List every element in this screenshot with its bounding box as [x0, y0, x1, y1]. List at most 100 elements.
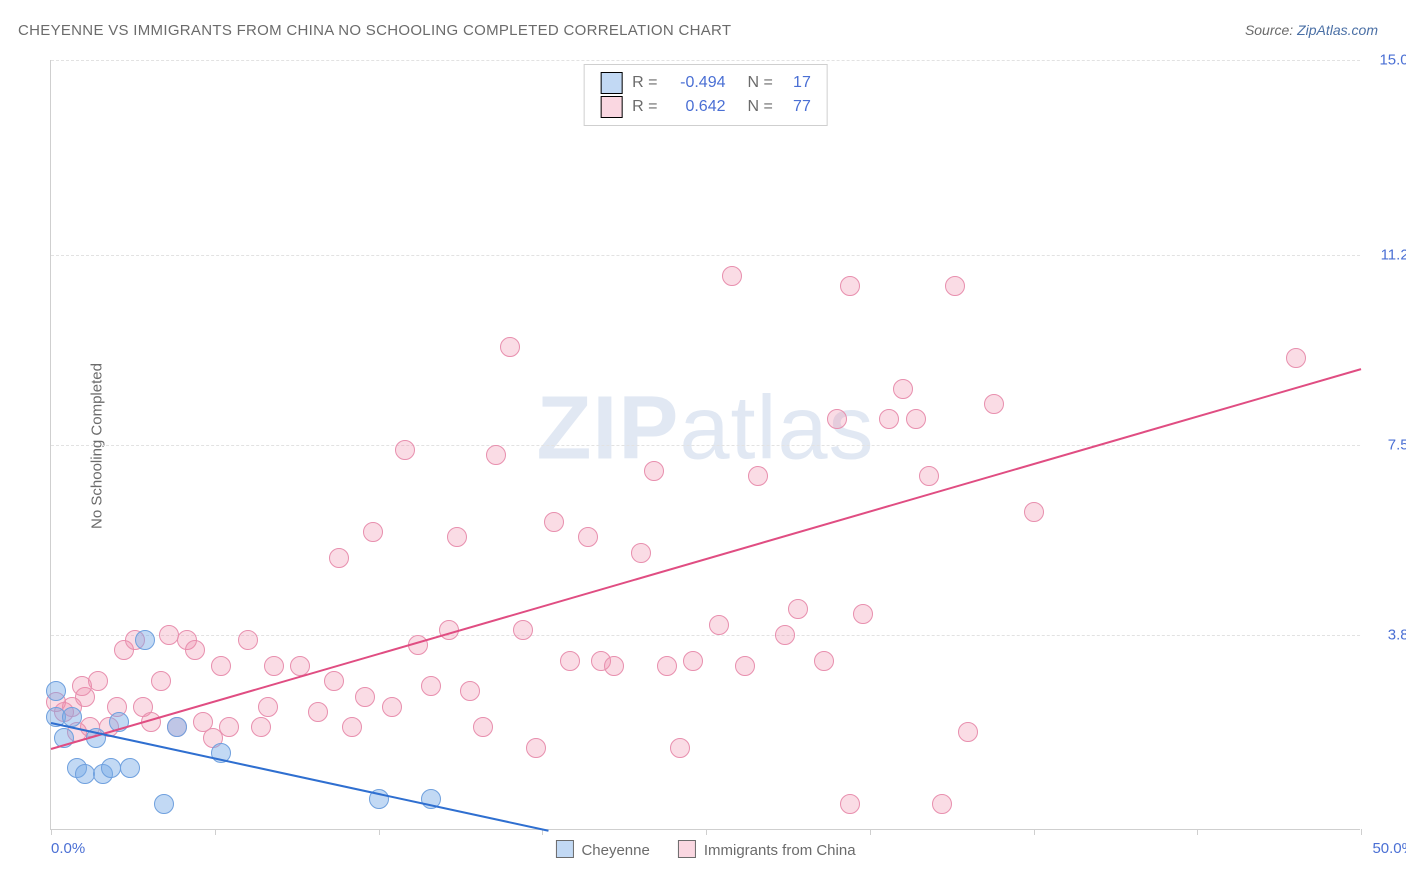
- china-point: [840, 276, 860, 296]
- cheyenne-point: [154, 794, 174, 814]
- china-point: [814, 651, 834, 671]
- cheyenne-point: [101, 758, 121, 778]
- cheyenne-point: [75, 764, 95, 784]
- china-point: [211, 656, 231, 676]
- x-axis-end-label: 50.0%: [1372, 840, 1406, 857]
- china-point: [748, 466, 768, 486]
- x-tick-mark: [706, 829, 707, 835]
- china-point: [382, 697, 402, 717]
- china-point: [722, 266, 742, 286]
- china-point: [560, 651, 580, 671]
- swatch-blue-icon: [555, 840, 573, 858]
- x-tick-mark: [1197, 829, 1198, 835]
- china-point: [893, 379, 913, 399]
- china-point: [644, 461, 664, 481]
- legend-label-china: Immigrants from China: [704, 842, 856, 859]
- china-point: [219, 717, 239, 737]
- x-tick-mark: [379, 829, 380, 835]
- china-point: [919, 466, 939, 486]
- x-axis-start-label: 0.0%: [51, 840, 85, 857]
- china-point: [840, 794, 860, 814]
- china-point: [486, 445, 506, 465]
- china-point: [251, 717, 271, 737]
- china-point: [932, 794, 952, 814]
- china-point: [460, 681, 480, 701]
- legend-label-cheyenne: Cheyenne: [581, 842, 649, 859]
- china-point: [604, 656, 624, 676]
- china-point: [1286, 348, 1306, 368]
- china-point: [709, 615, 729, 635]
- china-point: [473, 717, 493, 737]
- x-tick-mark: [51, 829, 52, 835]
- china-point: [906, 409, 926, 429]
- china-point: [159, 625, 179, 645]
- source-link[interactable]: ZipAtlas.com: [1297, 22, 1378, 38]
- correlation-legend: R = -0.494 N = 17 R = 0.642 N = 77: [583, 64, 828, 126]
- plot-area: ZIPatlas R = -0.494 N = 17 R = 0.642 N =…: [50, 60, 1360, 830]
- china-point: [958, 722, 978, 742]
- x-tick-mark: [215, 829, 216, 835]
- chart-area: ZIPatlas R = -0.494 N = 17 R = 0.642 N =…: [50, 60, 1360, 830]
- china-point: [526, 738, 546, 758]
- chart-title: CHEYENNE VS IMMIGRANTS FROM CHINA NO SCH…: [18, 22, 731, 39]
- china-point: [151, 671, 171, 691]
- cheyenne-point: [167, 717, 187, 737]
- china-point: [670, 738, 690, 758]
- r-label: R =: [632, 71, 657, 95]
- china-point: [853, 604, 873, 624]
- y-tick-label: 7.5%: [1366, 437, 1406, 454]
- china-point: [788, 599, 808, 619]
- china-point: [657, 656, 677, 676]
- china-point: [363, 522, 383, 542]
- china-point: [683, 651, 703, 671]
- legend-row-cheyenne: R = -0.494 N = 17: [600, 71, 811, 95]
- china-point: [500, 337, 520, 357]
- china-point: [1024, 502, 1044, 522]
- r-label: R =: [632, 95, 657, 119]
- china-point: [775, 625, 795, 645]
- r-value-cheyenne: -0.494: [668, 71, 726, 95]
- china-point: [735, 656, 755, 676]
- china-point: [421, 676, 441, 696]
- china-point: [544, 512, 564, 532]
- china-point: [238, 630, 258, 650]
- source-label: Source:: [1245, 22, 1297, 38]
- china-point: [342, 717, 362, 737]
- legend-row-china: R = 0.642 N = 77: [600, 95, 811, 119]
- swatch-pink-icon: [678, 840, 696, 858]
- x-tick-mark: [1361, 829, 1362, 835]
- china-point: [395, 440, 415, 460]
- china-point: [578, 527, 598, 547]
- legend-item-china: Immigrants from China: [678, 840, 856, 859]
- y-tick-label: 3.8%: [1366, 626, 1406, 643]
- n-value-cheyenne: 17: [783, 71, 811, 95]
- gridline: [51, 445, 1360, 446]
- watermark: ZIPatlas: [536, 378, 874, 481]
- swatch-blue-icon: [600, 72, 622, 94]
- china-point: [264, 656, 284, 676]
- cheyenne-point: [120, 758, 140, 778]
- china-point: [308, 702, 328, 722]
- series-legend: Cheyenne Immigrants from China: [555, 840, 855, 859]
- y-tick-label: 11.2%: [1366, 247, 1406, 264]
- china-point: [879, 409, 899, 429]
- china-regression-line: [51, 368, 1362, 750]
- gridline: [51, 60, 1360, 61]
- y-tick-label: 15.0%: [1366, 52, 1406, 69]
- china-point: [945, 276, 965, 296]
- china-point: [827, 409, 847, 429]
- china-point: [631, 543, 651, 563]
- r-value-china: 0.642: [668, 95, 726, 119]
- china-point: [984, 394, 1004, 414]
- china-point: [355, 687, 375, 707]
- china-point: [329, 548, 349, 568]
- x-tick-mark: [870, 829, 871, 835]
- x-tick-mark: [1034, 829, 1035, 835]
- watermark-atlas: atlas: [679, 379, 874, 479]
- n-label: N =: [748, 71, 773, 95]
- china-point: [447, 527, 467, 547]
- china-point: [324, 671, 344, 691]
- cheyenne-point: [135, 630, 155, 650]
- n-label: N =: [748, 95, 773, 119]
- swatch-pink-icon: [600, 96, 622, 118]
